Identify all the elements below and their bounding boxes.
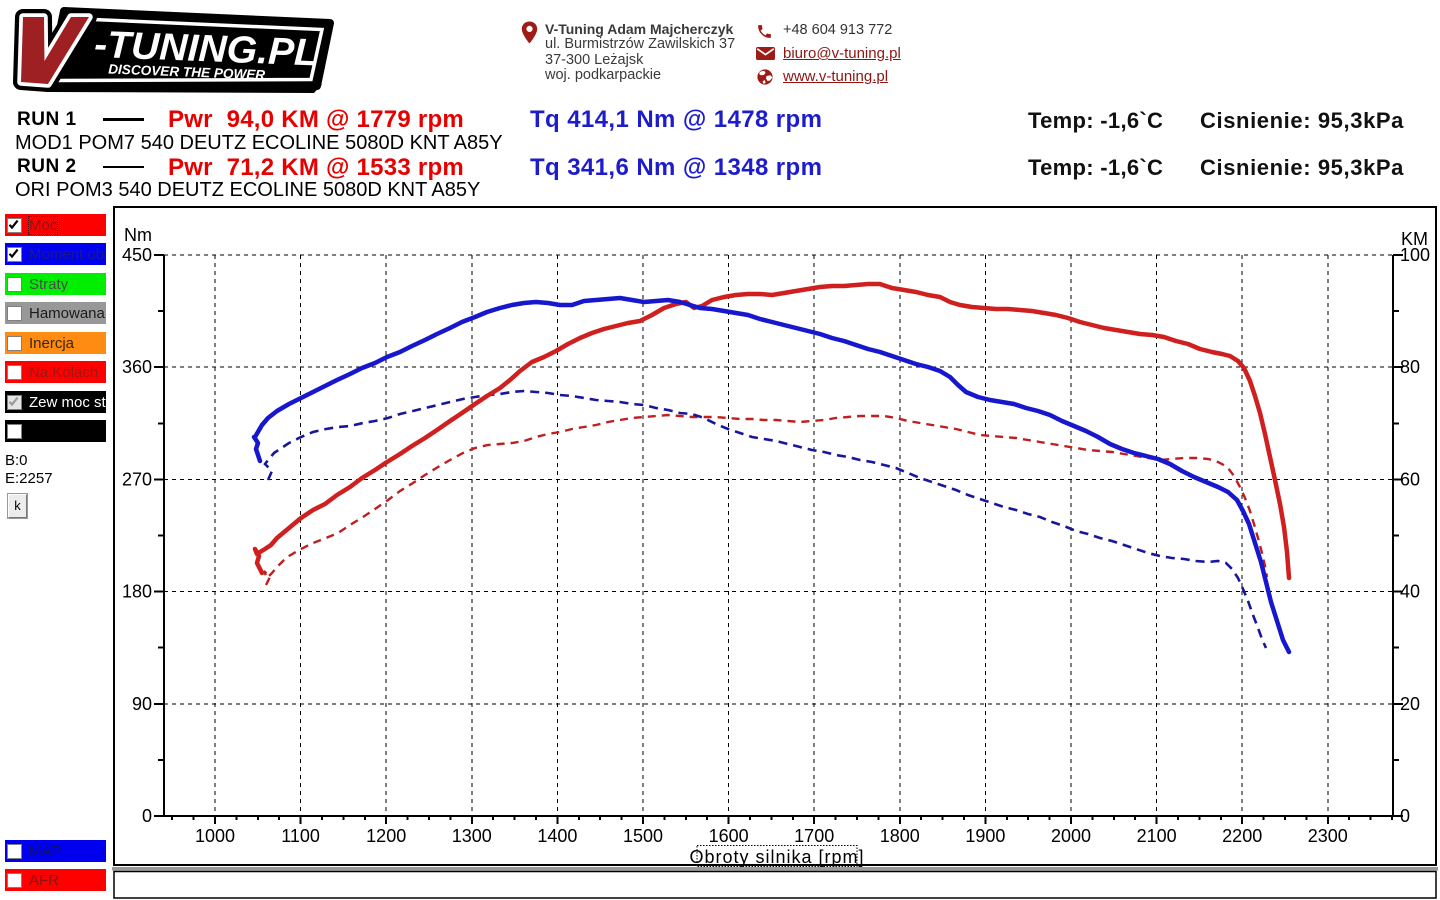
svg-text:90: 90 [132,694,152,714]
svg-text:60: 60 [1400,469,1420,489]
svg-text:2200: 2200 [1222,826,1262,846]
svg-text:360: 360 [122,357,152,377]
svg-text:-TUNING.PL: -TUNING.PL [93,24,318,75]
svg-text:1800: 1800 [880,826,920,846]
svg-text:1700: 1700 [794,826,834,846]
svg-text:270: 270 [122,469,152,489]
svg-text:1100: 1100 [281,826,320,846]
svg-text:180: 180 [122,582,152,602]
svg-text:2000: 2000 [1051,826,1091,846]
svg-text:1000: 1000 [195,826,235,846]
svg-text:Nm: Nm [124,225,152,245]
svg-text:20: 20 [1400,694,1420,714]
svg-text:1600: 1600 [709,826,749,846]
svg-text:0: 0 [142,806,152,826]
svg-text:1300: 1300 [452,826,492,846]
svg-text:Obroty silnika [rpm]: Obroty silnika [rpm] [689,847,864,867]
svg-text:1900: 1900 [965,826,1005,846]
svg-text:1500: 1500 [623,826,663,846]
svg-text:1200: 1200 [366,826,406,846]
svg-text:KM: KM [1401,229,1428,249]
svg-text:0: 0 [1400,806,1410,826]
svg-text:DISCOVER THE POWER: DISCOVER THE POWER [108,61,266,82]
svg-text:2100: 2100 [1137,826,1177,846]
svg-text:450: 450 [122,245,152,265]
svg-text:100: 100 [1400,245,1430,265]
svg-text:80: 80 [1400,357,1420,377]
svg-text:1400: 1400 [537,826,577,846]
svg-text:2300: 2300 [1308,826,1348,846]
svg-text:40: 40 [1400,582,1420,602]
